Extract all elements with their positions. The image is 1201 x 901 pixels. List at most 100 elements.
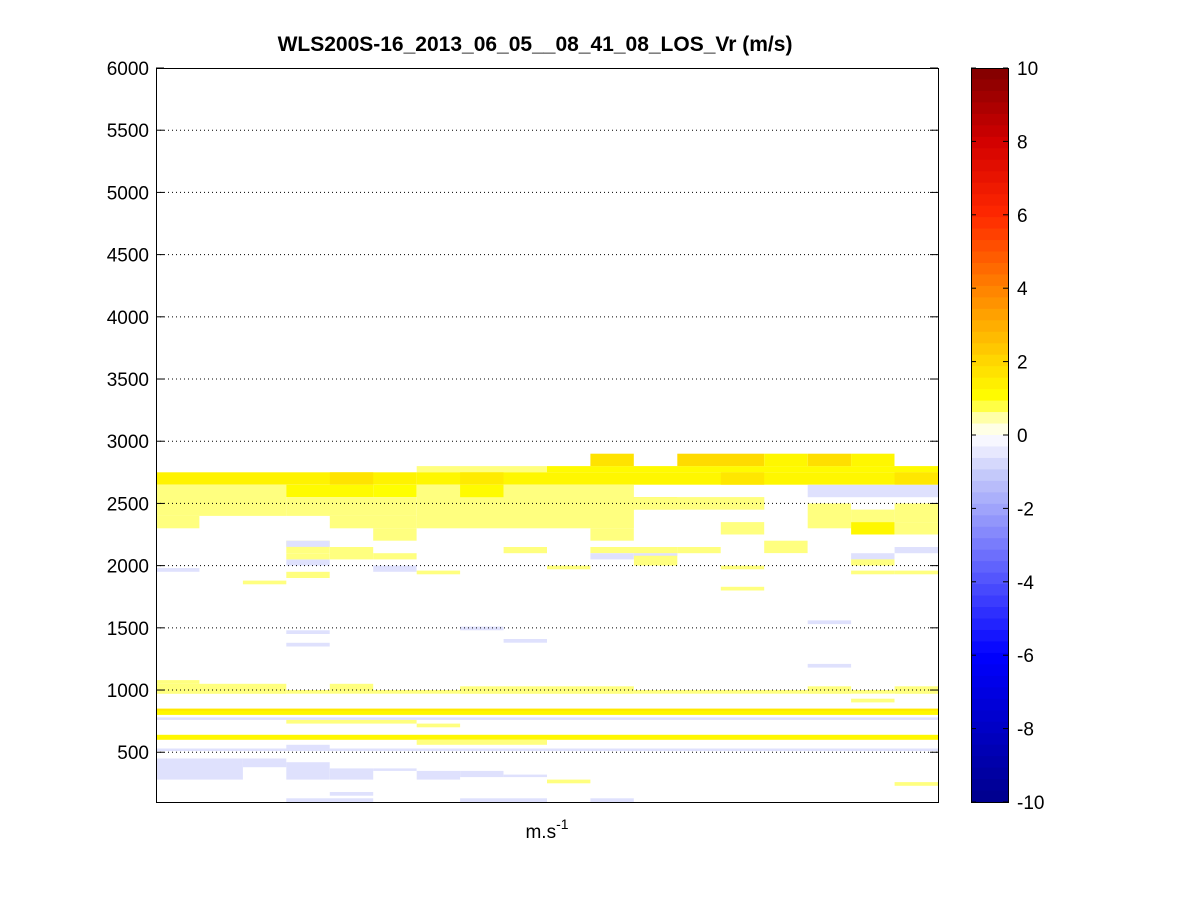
heatmap-cell — [460, 472, 504, 485]
colorbar-segment — [971, 469, 1008, 482]
plot-frame — [156, 68, 939, 803]
colorbar-segment — [971, 366, 1008, 379]
heatmap-cell — [286, 798, 374, 802]
heatmap-cell — [373, 553, 417, 560]
colorbar-segment — [971, 721, 1008, 734]
colorbar-segment — [971, 710, 1008, 723]
colorbar-segment — [971, 297, 1008, 310]
heatmap-cell — [329, 792, 374, 796]
heatmap-cell — [807, 663, 852, 668]
heatmap-cell — [416, 466, 547, 473]
heatmap-cell — [633, 553, 678, 566]
heatmap-cell — [156, 683, 287, 694]
heatmap-cell — [460, 770, 504, 778]
heatmap-cell — [894, 472, 938, 485]
heatmap-cell — [156, 680, 200, 684]
colorbar-segment — [971, 136, 1008, 149]
colorbar-segment — [971, 217, 1008, 230]
heatmap-cell — [894, 782, 938, 786]
colorbar-tick-label: 2 — [1017, 353, 1028, 374]
colorbar-segment — [971, 549, 1008, 562]
x-axis-label-main: m.s — [525, 822, 556, 843]
heatmap-cell — [677, 497, 721, 510]
y-tick-label: 6000 — [107, 59, 149, 80]
colorbar-segment — [971, 171, 1008, 184]
colorbar-segment — [971, 194, 1008, 207]
heatmap-cell — [286, 484, 374, 498]
colorbar-segment — [971, 561, 1008, 574]
heatmap-cell — [720, 472, 765, 485]
colorbar-segment — [971, 90, 1008, 104]
heatmap-cell — [851, 698, 895, 703]
colorbar-tick-label: 8 — [1017, 132, 1028, 153]
heatmap-cell — [156, 515, 200, 529]
heatmap-cell — [590, 798, 634, 802]
heatmap-cell — [156, 708, 938, 711]
colorbar-segment — [971, 767, 1008, 780]
heatmap-cell — [503, 774, 547, 778]
y-tick-label: 4500 — [107, 246, 149, 267]
colorbar-segment — [971, 595, 1008, 608]
colorbar-segment — [971, 113, 1008, 126]
heatmap-cell — [807, 686, 852, 694]
heatmap-cell — [894, 503, 938, 523]
heatmap-cell — [547, 466, 938, 473]
colorbar-segment — [971, 698, 1008, 711]
heatmap-cell — [547, 779, 591, 784]
colorbar-segment — [971, 687, 1008, 700]
colorbar-segment — [971, 79, 1008, 92]
heatmap-cell — [894, 547, 938, 554]
heatmap-cells — [156, 453, 938, 802]
colorbar-segment — [971, 756, 1008, 769]
heatmap-cell — [851, 690, 895, 694]
heatmap-cell — [156, 484, 287, 516]
colorbar-segment — [971, 435, 1008, 448]
heatmap-cell — [590, 553, 634, 560]
heatmap-cell — [720, 565, 765, 570]
heatmap-cell — [851, 509, 895, 522]
heatmap-cell — [286, 642, 330, 647]
heatmap-cell — [590, 453, 634, 467]
y-tick-label: 2500 — [107, 494, 149, 515]
heatmap-cell — [156, 717, 938, 720]
colorbar-segment — [971, 412, 1008, 425]
heatmap-cell — [156, 734, 938, 740]
heatmap-cell — [156, 748, 938, 751]
colorbar-segment — [971, 331, 1008, 344]
colorbar-segment — [971, 584, 1008, 597]
heatmap-cell — [503, 547, 547, 554]
colorbar-segment — [971, 423, 1008, 436]
colorbar-segment — [971, 354, 1008, 367]
colorbar-segment — [971, 675, 1008, 688]
colorbar-tick-label: 10 — [1017, 59, 1038, 80]
heatmap-cell — [633, 553, 678, 556]
colorbar-segment — [971, 148, 1008, 161]
heatmap-cell — [416, 770, 461, 780]
heatmap-cell — [503, 639, 547, 643]
y-tick-label: 3500 — [107, 370, 149, 391]
heatmap-cell — [547, 565, 591, 570]
colorbar-segment — [971, 125, 1008, 138]
colorbar-tick-label: -2 — [1017, 499, 1034, 520]
heatmap-cell — [286, 497, 417, 516]
y-tick-label: 1000 — [107, 681, 149, 702]
heatmap-cell — [329, 768, 374, 780]
heatmap-cell — [851, 570, 895, 575]
colorbar-segment — [971, 503, 1008, 516]
colorbar-segment — [971, 492, 1008, 505]
heatmap-cell — [329, 547, 374, 560]
colorbar-segment — [971, 733, 1008, 746]
colorbar-segment — [971, 205, 1008, 218]
heatmap-cell — [677, 453, 765, 467]
colorbar-tick-label: 0 — [1017, 426, 1028, 447]
colorbar-segment — [971, 182, 1008, 195]
colorbar-segment — [971, 779, 1008, 792]
heatmap-cell — [416, 570, 461, 575]
colorbar-segment — [971, 457, 1008, 471]
colorbar-segment — [971, 618, 1008, 631]
heatmap-cell — [373, 768, 417, 771]
heatmap-cell — [156, 708, 938, 715]
heatmap-cell — [851, 553, 895, 560]
heatmap-cell — [894, 522, 938, 535]
